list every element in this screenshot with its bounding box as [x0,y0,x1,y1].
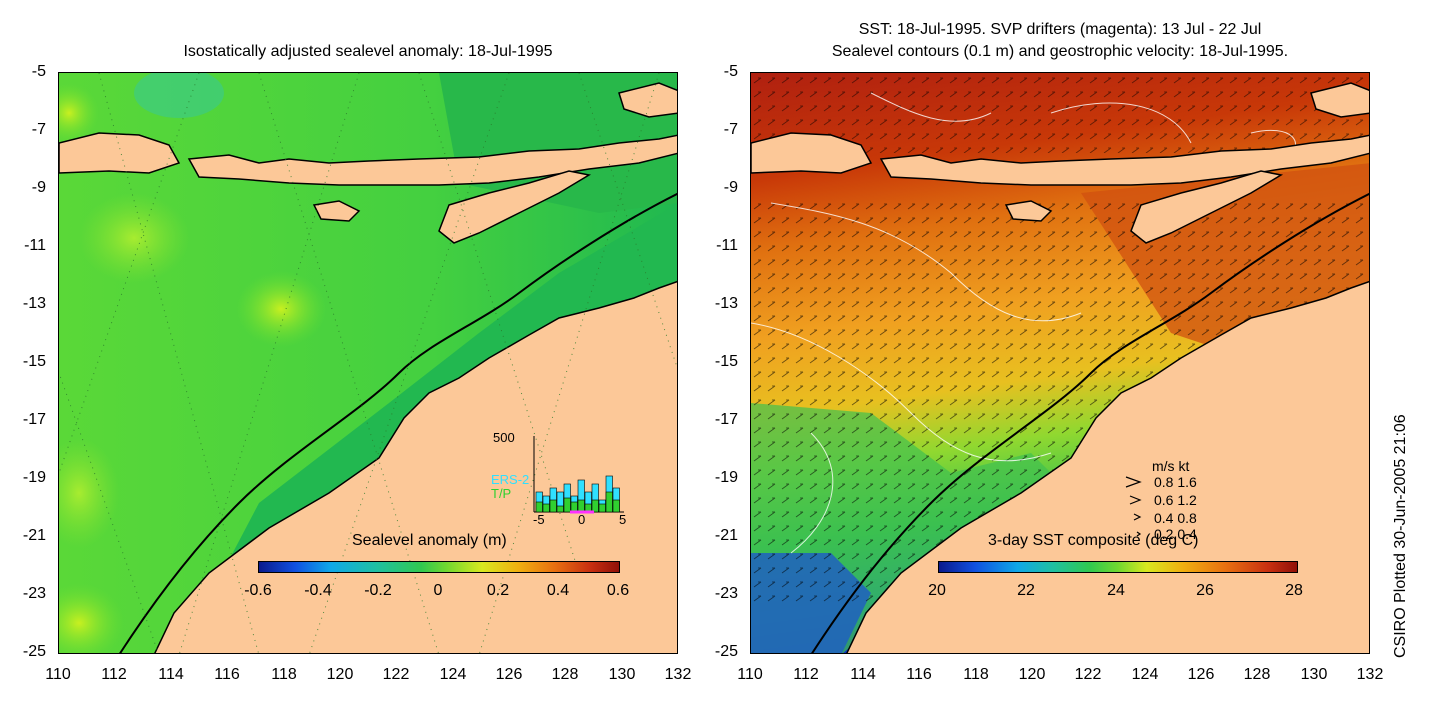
left-x-tick: 122 [382,666,410,683]
inset-bar-tp [605,491,613,513]
left-x-tick: 126 [495,666,523,683]
inset-bar-tp [591,499,599,513]
left-x-tick: 132 [664,666,692,683]
right-x-tick: 116 [906,666,932,683]
inset-legend-tp: T/P [491,486,512,501]
sealevel-anomaly-map [58,72,678,654]
left-y-tick: -9 [31,179,46,196]
sst-map [750,72,1370,654]
sst-colorbar-tick: 26 [1196,582,1214,599]
inset-x-tick: 5 [619,512,627,527]
right-y-tick: -21 [714,527,738,544]
sst-colorbar-tick: 24 [1107,582,1125,599]
inset-bar-tp [549,499,557,513]
sealevel-colorbar-tick: 0.2 [486,582,510,599]
sealevel-colorbar-tick: 0.4 [546,582,570,599]
right-y-tick: -19 [714,469,738,486]
right-x-tick: 130 [1300,666,1328,683]
right-x-tick: 120 [1018,666,1046,683]
inset-x-tick: 0 [578,512,586,527]
right-y-tick: -23 [714,585,738,602]
inset-bar-tp [563,497,571,513]
sst-colorbar-tick: 28 [1285,582,1303,599]
left-x-tick: 120 [326,666,354,683]
right-x-tick: 128 [1243,666,1271,683]
plot-credit: CSIRO Plotted 30-Jun-2005 21:06 [1392,414,1409,658]
right-x-tick: 114 [850,666,876,683]
left-x-tick: 112 [101,666,127,683]
right-y-tick: -9 [723,179,738,196]
left-map-title: Isostatically adjusted sealevel anomaly:… [183,43,553,60]
velocity-legend-row: 0.6 1.2 [1154,492,1197,508]
right-map-title-line2: Sealevel contours (0.1 m) and geostrophi… [831,43,1289,60]
right-y-tick: -15 [714,353,738,370]
left-x-tick: 110 [45,666,71,683]
inset-bar-tp [556,505,564,513]
left-y-tick: -25 [22,643,46,660]
inset-bar-tp [535,501,543,513]
sst-colorbar-label: 3-day SST composite (deg C) [988,532,1199,549]
right-x-tick: 132 [1356,666,1384,683]
sealevel-colorbar [258,561,620,573]
left-y-tick: -21 [22,527,46,544]
right-x-tick: 126 [1187,666,1215,683]
sst-colorbar-tick: 22 [1017,582,1035,599]
velocity-legend-row: 0.2 0.4 [1154,526,1197,542]
velocity-legend-arrows [1125,476,1142,537]
right-x-tick: 118 [963,666,989,683]
right-y-tick: -25 [714,643,738,660]
right-x-tick: 112 [793,666,819,683]
sealevel-anomaly-map-graphic [59,73,677,653]
left-y-tick: -15 [22,353,46,370]
inset-bar-tp [542,503,550,513]
left-x-tick: 116 [214,666,240,683]
left-y-tick: -5 [31,63,46,80]
right-x-tick: 124 [1131,666,1159,683]
velocity-legend-row: 0.4 0.8 [1154,510,1197,526]
left-y-tick: -11 [24,237,46,254]
inset-x-tick: -5 [533,512,545,527]
inset-bar-tp [612,499,620,513]
right-y-tick: -7 [723,121,738,138]
sealevel-colorbar-label: Sealevel anomaly (m) [352,532,507,549]
sealevel-colorbar-tick: 0 [433,582,443,599]
left-x-tick: 114 [158,666,184,683]
right-y-tick: -17 [714,411,738,428]
left-x-tick: 124 [439,666,467,683]
right-x-tick: 122 [1074,666,1102,683]
sealevel-colorbar-tick: 0.6 [606,582,630,599]
left-x-tick: 128 [551,666,579,683]
inset-legend-ers2: ERS-2 [491,472,530,487]
sealevel-colorbar-tick: -0.6 [244,582,272,599]
right-x-tick: 110 [737,666,763,683]
sst-colorbar [938,561,1298,573]
left-x-tick: 130 [608,666,636,683]
left-y-tick: -17 [22,411,46,428]
right-y-tick: -13 [714,295,738,312]
velocity-legend-row: 0.8 1.6 [1154,474,1197,490]
right-map-title-line1: SST: 18-Jul-1995. SVP drifters (magenta)… [858,21,1262,38]
inset-bar-tp [598,503,606,513]
left-y-tick: -7 [31,121,46,138]
velocity-legend-header: m/s kt [1152,458,1190,474]
sealevel-colorbar-tick: -0.4 [304,582,332,599]
left-y-tick: -23 [22,585,46,602]
right-y-tick: -5 [723,63,738,80]
left-y-tick: -13 [22,295,46,312]
inset-bar-tp [577,499,585,513]
right-y-tick: -11 [716,237,738,254]
sst-colorbar-tick: 20 [928,582,946,599]
left-x-tick: 118 [271,666,297,683]
sealevel-colorbar-tick: -0.2 [364,582,392,599]
sst-map-graphic [751,73,1369,653]
inset-histogram [533,436,624,514]
inset-ymax-label: 500 [493,430,515,445]
left-y-tick: -19 [22,469,46,486]
